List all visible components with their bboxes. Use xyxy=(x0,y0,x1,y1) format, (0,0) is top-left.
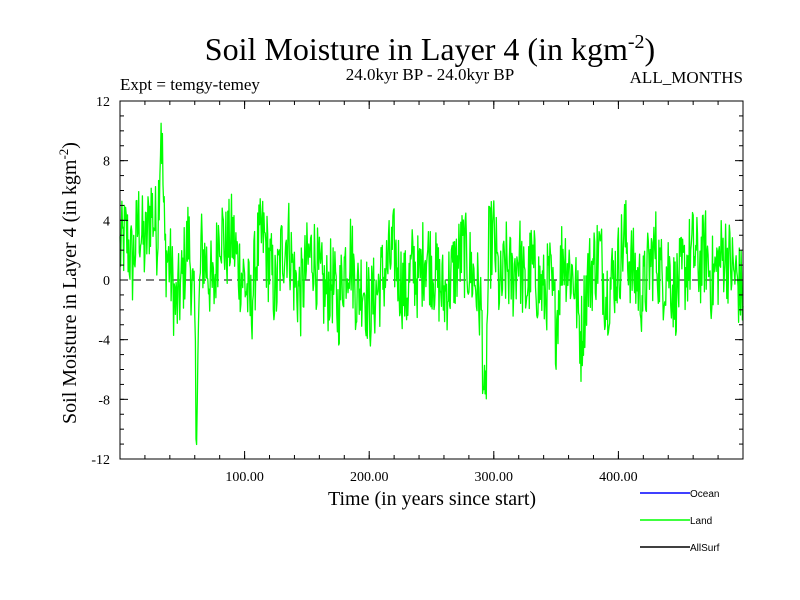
axes-group: -12 -8 -4 0 4 8 12 100.00 200.00 300.00 400.00 xyxy=(91,95,743,485)
x-tick-label: 300.00 xyxy=(475,470,514,485)
chart-title: Soil Moisture in Layer 4 (in kgm-2) xyxy=(205,31,655,67)
x-axis-label: Time (in years since start) xyxy=(328,488,536,510)
x-tick-label: 400.00 xyxy=(599,470,638,485)
legend-label-land: Land xyxy=(690,516,712,527)
chart-title-sup: -2 xyxy=(628,31,645,53)
y-tick-label: 4 xyxy=(103,214,110,229)
x-tick-label: 100.00 xyxy=(225,470,264,485)
chart-title-main: Soil Moisture in Layer 4 (in kgm xyxy=(205,31,628,67)
x-tick-label: 200.00 xyxy=(350,470,389,485)
chart-title-close: ) xyxy=(645,31,656,67)
y-tick-label: -12 xyxy=(91,453,110,468)
y-tick-label: 12 xyxy=(96,95,110,110)
y-tick-label: 8 xyxy=(103,155,110,170)
y-tick-label: -4 xyxy=(98,334,110,349)
series-line-land xyxy=(119,122,744,446)
legend-label-allsurf: AllSurf xyxy=(690,543,720,554)
y-axis-label-close: ) xyxy=(59,142,81,149)
y-axis-label-sup: -2 xyxy=(56,149,71,160)
chart-subtitle-center: 24.0kyr BP - 24.0kyr BP xyxy=(346,65,514,84)
y-tick-label: 0 xyxy=(103,274,110,289)
chart-subtitle-right: ALL_MONTHS xyxy=(630,68,743,87)
series-group xyxy=(119,122,744,446)
y-axis-label-main: Soil Moisture in Layer 4 (in kgm xyxy=(59,159,81,424)
y-tick-label: -8 xyxy=(98,393,110,408)
legend-label-ocean: Ocean xyxy=(690,489,719,500)
chart-subtitle-left: Expt = temgy-temey xyxy=(120,75,260,94)
legend: Ocean Land AllSurf xyxy=(640,489,720,554)
y-axis-label: Soil Moisture in Layer 4 (in kgm-2) xyxy=(56,142,81,424)
